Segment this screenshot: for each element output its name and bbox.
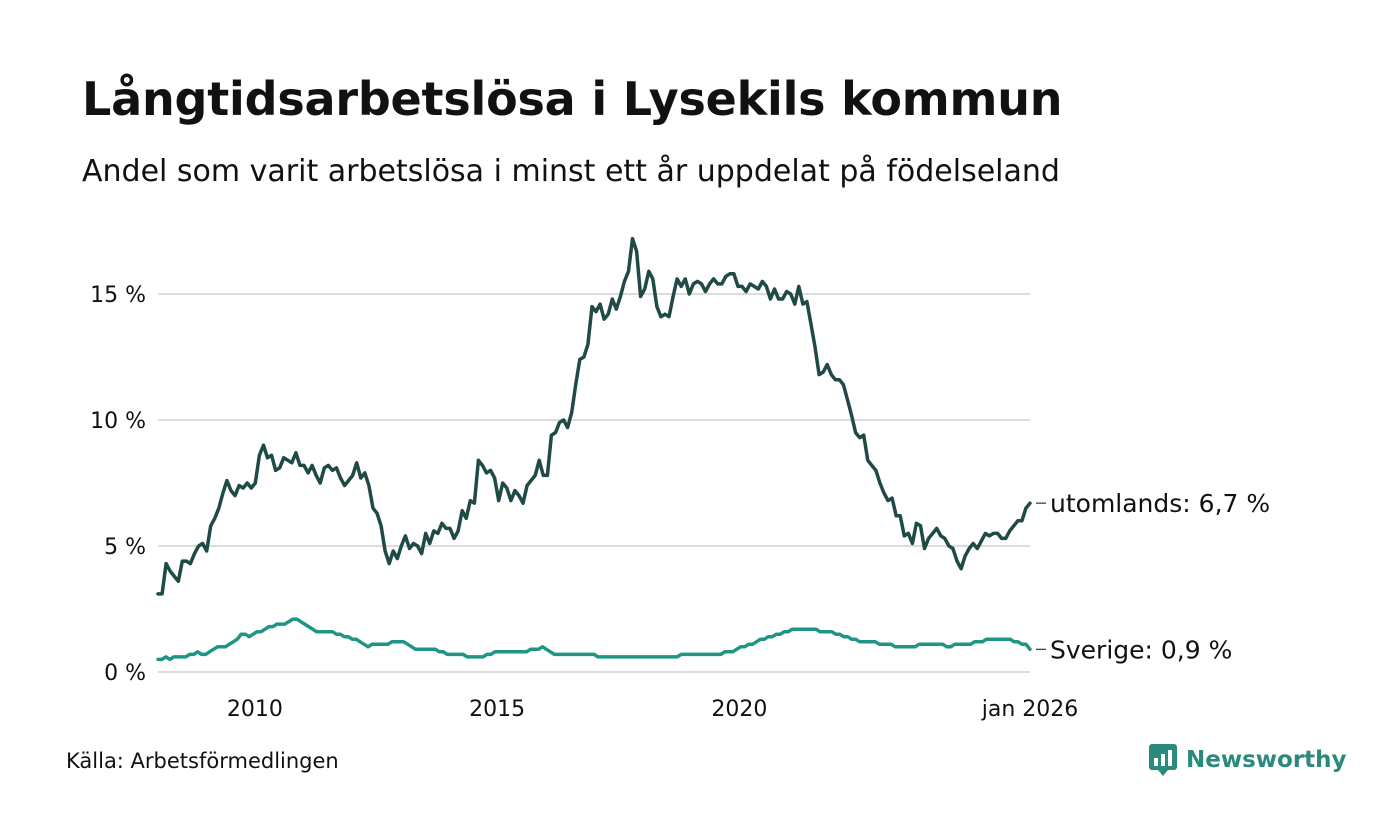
series-end-label: Sverige: 0,9 % (1050, 635, 1232, 664)
chart-title: Långtidsarbetslösa i Lysekils kommun (82, 72, 1063, 126)
x-tick-label: jan 2026 (981, 697, 1079, 722)
series-line-utomlands (156, 236, 1032, 596)
y-tick-label: 10 % (90, 409, 146, 434)
chart-subtitle: Andel som varit arbetslösa i minst ett å… (82, 154, 1060, 189)
newsworthy-logo-icon (1149, 744, 1177, 776)
brand: Newsworthy (1148, 743, 1347, 777)
series-labels: utomlands: 6,7 % Sverige: 0,9 % (1036, 489, 1270, 664)
source-note: Källa: Arbetsförmedlingen (66, 749, 339, 773)
x-tick-label: 2015 (469, 697, 525, 722)
y-tick-label: 15 % (90, 283, 146, 308)
x-tick-label: 2020 (711, 697, 767, 722)
series-line-sverige (156, 617, 1032, 662)
series-lines (156, 236, 1032, 662)
y-tick-label: 0 % (104, 661, 146, 686)
axes: 0 % 5 % 10 % 15 % 2010 2015 2020 jan 2026 (90, 283, 1078, 722)
x-tick-label: 2010 (227, 697, 283, 722)
brand-name: Newsworthy (1186, 747, 1347, 773)
series-end-label: utomlands: 6,7 % (1050, 489, 1270, 518)
y-tick-label: 5 % (104, 535, 146, 560)
gridlines (158, 293, 1030, 673)
